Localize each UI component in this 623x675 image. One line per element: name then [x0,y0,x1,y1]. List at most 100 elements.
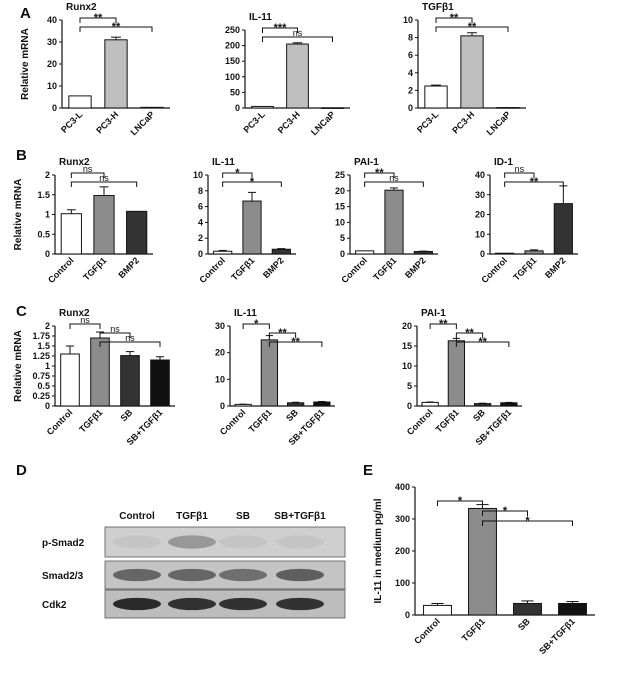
y-tick-label: 8 [408,33,413,43]
chart-title: IL-11 [234,308,257,319]
x-category-label: PC3-H [94,109,120,135]
significance-label: ** [478,336,487,348]
x-category-label: Control [218,407,248,437]
blot-band [113,535,161,549]
x-category-label: TGFβ1 [511,255,538,282]
blot-band [276,535,324,549]
y-tick-label: 10 [47,81,57,91]
bar [234,403,252,407]
blot-row-label: p-Smad2 [42,538,85,549]
x-category-label: Control [46,255,76,285]
y-tick-label: 30 [47,37,57,47]
y-tick-label: 300 [395,514,410,524]
y-tick-label: 0 [220,401,225,411]
x-category-label: BMP2 [403,255,428,280]
bar [286,43,309,109]
y-tick-label: 0 [45,249,50,259]
blot-band [168,535,216,549]
blot-column-label: TGFβ1 [176,511,208,522]
y-tick-label: 0 [405,610,410,620]
bar [140,106,164,109]
x-category-label: SB [471,407,487,423]
significance-bracket [364,172,395,178]
x-category-label: TGFβ1 [460,616,487,643]
significance-bracket [437,500,483,506]
y-tick-label: 20 [215,348,225,358]
bar [68,95,92,109]
y-axis-label: IL-11 in medium pg/ml [373,498,384,603]
significance-label: ** [439,318,448,330]
significance-bracket [455,341,510,347]
x-category-label: BMP2 [116,255,141,280]
bar [60,213,82,255]
y-tick-label: 40 [475,170,485,180]
x-category-label: Control [339,255,369,285]
significance-bracket [482,510,528,516]
x-category-label: TGFβ1 [434,407,461,434]
bar [524,250,544,255]
significance-label: ns [389,173,399,183]
significance-label: ** [530,176,539,188]
significance-bracket [268,332,297,338]
significance-bracket [99,332,131,338]
chart-title: IL-11 [212,157,235,168]
x-category-label: PC3-L [415,109,441,135]
bar [213,250,233,255]
y-tick-label: 1.75 [32,331,50,341]
y-tick-label: 0.5 [37,381,50,391]
significance-bracket [268,341,323,347]
chart-A2: IL-11 0 50 100 150 200 250 PC3-L PC3-H LNCaP *** ns [225,12,350,137]
bar [553,203,573,255]
y-tick-label: 0 [198,249,203,259]
x-category-label: BMP2 [543,255,568,280]
y-tick-label: 15 [402,341,412,351]
bar [473,403,492,407]
blot-band [219,568,267,582]
significance-label: * [235,167,240,179]
significance-label: ns [293,28,303,38]
chart-title: ID-1 [494,157,513,168]
y-tick-label: 10 [335,217,345,227]
x-category-label: Control [412,616,442,646]
y-tick-label: 0.25 [32,391,50,401]
x-category-label: LNCaP [484,109,512,137]
bar [271,248,291,255]
y-tick-label: 100 [225,72,240,82]
bar [413,250,433,255]
significance-bracket [70,181,138,187]
bar [90,337,110,407]
y-tick-label: 2 [408,85,413,95]
significance-bracket [99,341,161,347]
y-tick-label: 30 [475,190,485,200]
chart-title: IL-11 [249,12,272,23]
bar [93,195,115,255]
y-tick-label: 150 [225,56,240,66]
bar [495,252,515,255]
significance-label: * [458,495,463,507]
bar [424,85,448,109]
significance-bracket [504,181,564,187]
significance-bracket [262,36,333,42]
bar [513,602,542,616]
bar [126,210,148,255]
y-tick-label: 400 [395,482,410,492]
x-category-label: SB+TGFβ1 [537,616,577,656]
western-blot: D Control TGFβ1 SB SB+TGFβ1 p-Smad2 Smad2/3 Cdk… [16,462,346,619]
blot-row-label: Smad2/3 [42,571,84,582]
bar [260,339,279,407]
x-category-label: Control [405,407,435,437]
significance-bracket [222,181,282,187]
significance-label: ** [468,21,477,33]
y-tick-label: 0 [235,103,240,113]
blot-band [168,597,216,611]
significance-bracket [242,323,270,329]
significance-label: * [250,176,255,188]
y-tick-label: 0 [408,103,413,113]
significance-label: * [254,318,259,330]
y-tick-label: 10 [402,361,412,371]
chart-C1: C Runx2 Relative mRNA 00.250.50.7511.251.51… [13,303,175,447]
chart-B1: B Runx2 Relative mRNA 0 0.5 1 1.5 2 Control TGFβ1… [13,147,153,285]
blot-band [113,568,161,582]
bar [242,200,262,255]
y-tick-label: 10 [193,170,203,180]
